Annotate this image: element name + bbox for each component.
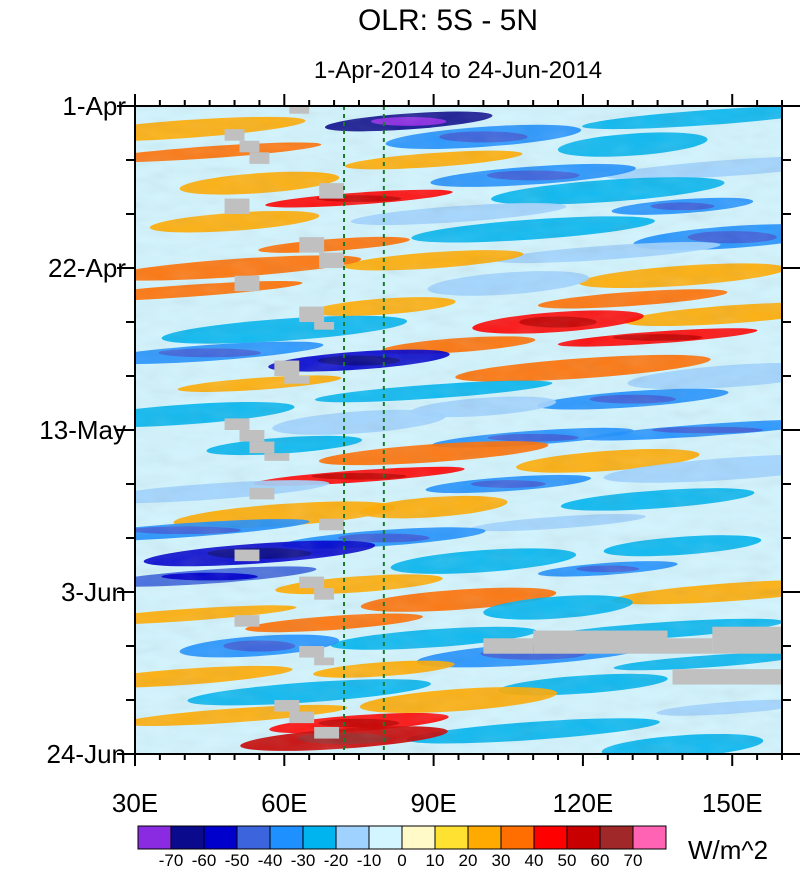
missing-data-block xyxy=(274,360,300,376)
missing-data-block xyxy=(319,183,345,199)
missing-data-block xyxy=(712,626,782,654)
missing-data-block xyxy=(249,441,275,454)
missing-data-blocks xyxy=(224,106,782,739)
y-tick-label: 3-Jun xyxy=(61,577,126,607)
colorbar-label: 20 xyxy=(459,851,478,869)
x-tick-label: 150E xyxy=(702,788,763,818)
colorbar-label: -20 xyxy=(324,851,349,869)
missing-data-block xyxy=(224,418,250,430)
colorbar-label: -40 xyxy=(258,851,283,869)
missing-data-block xyxy=(667,638,713,654)
missing-data-block xyxy=(234,275,260,292)
colorbar-label: 40 xyxy=(525,851,544,869)
missing-data-block xyxy=(299,646,325,658)
missing-data-block xyxy=(319,518,345,531)
chart-title: OLR: 5S - 5N xyxy=(358,4,538,37)
missing-data-block xyxy=(314,322,335,330)
missing-data-block xyxy=(314,588,335,600)
missing-data-block xyxy=(264,453,290,461)
colorbar-swatch xyxy=(566,825,601,850)
colorbar-swatch xyxy=(467,825,502,850)
missing-data-block xyxy=(299,576,325,589)
y-tick-label: 1-Apr xyxy=(62,91,126,121)
missing-data-block xyxy=(289,106,310,114)
missing-data-block xyxy=(239,430,265,442)
missing-data-block xyxy=(234,549,260,562)
missing-data-block xyxy=(314,727,340,739)
missing-data-block xyxy=(672,669,782,685)
missing-data-block xyxy=(299,306,325,322)
colorbar-label: -30 xyxy=(291,851,316,869)
colorbar-swatch xyxy=(170,825,205,850)
colorbar-label: 60 xyxy=(591,851,610,869)
missing-data-block xyxy=(314,657,335,666)
missing-data-block xyxy=(274,700,300,712)
y-tick-label: 22-Apr xyxy=(48,253,126,283)
colorbar-swatch xyxy=(599,825,634,850)
x-tick-label: 120E xyxy=(553,788,614,818)
colorbar-unit-label: W/m^2 xyxy=(688,835,768,865)
reference-lines xyxy=(343,106,385,754)
colorbar-label: -60 xyxy=(192,851,217,869)
colorbar-swatch xyxy=(236,825,271,850)
x-tick-label: 90E xyxy=(410,788,456,818)
colorbar-label: 50 xyxy=(558,851,577,869)
plot-area xyxy=(135,106,782,754)
colorbar-swatch xyxy=(368,825,403,850)
colorbar-swatch xyxy=(302,825,337,850)
missing-data-block xyxy=(239,140,260,153)
missing-data-block xyxy=(284,376,310,384)
colorbar-label: -10 xyxy=(357,851,382,869)
missing-data-block xyxy=(224,129,245,141)
colorbar-swatch xyxy=(500,825,535,850)
colorbar: -70 -60 -50 -40 -30 -20 -10 0 10 20 30 40 50 60 70 xyxy=(137,825,667,869)
missing-data-block xyxy=(234,615,260,627)
colorbar-label: 70 xyxy=(624,851,643,869)
colorbar-swatch xyxy=(269,825,304,850)
colorbar-swatch xyxy=(137,825,172,850)
missing-data-block xyxy=(249,152,270,164)
colorbar-label: 10 xyxy=(426,851,445,869)
missing-data-block xyxy=(224,198,250,214)
colorbar-swatch xyxy=(401,825,436,850)
y-tick-label: 13-May xyxy=(39,415,126,445)
missing-data-block xyxy=(299,237,325,253)
missing-data-block xyxy=(533,630,668,654)
colorbar-label: -50 xyxy=(225,851,250,869)
colorbar-swatch xyxy=(203,825,238,850)
missing-data-block xyxy=(483,638,534,654)
missing-data-block xyxy=(289,711,315,724)
x-tick-label: 30E xyxy=(112,788,158,818)
axes: 30E 60E 90E 120E 150E 1-Apr 22-Apr 13-May 3-Jun 2… xyxy=(39,91,800,818)
missing-data-block xyxy=(249,487,275,500)
colorbar-swatch xyxy=(632,825,667,850)
colorbar-swatch xyxy=(434,825,469,850)
colorbar-swatch xyxy=(533,825,568,850)
colorbar-swatch xyxy=(335,825,370,850)
x-tick-label: 60E xyxy=(261,788,307,818)
missing-data-block xyxy=(319,252,345,268)
y-tick-label: 24-Jun xyxy=(47,739,127,769)
colorbar-label: -70 xyxy=(159,851,184,869)
chart-subtitle: 1-Apr-2014 to 24-Jun-2014 xyxy=(314,57,602,84)
colorbar-label: 0 xyxy=(397,851,406,869)
colorbar-label: 30 xyxy=(492,851,511,869)
